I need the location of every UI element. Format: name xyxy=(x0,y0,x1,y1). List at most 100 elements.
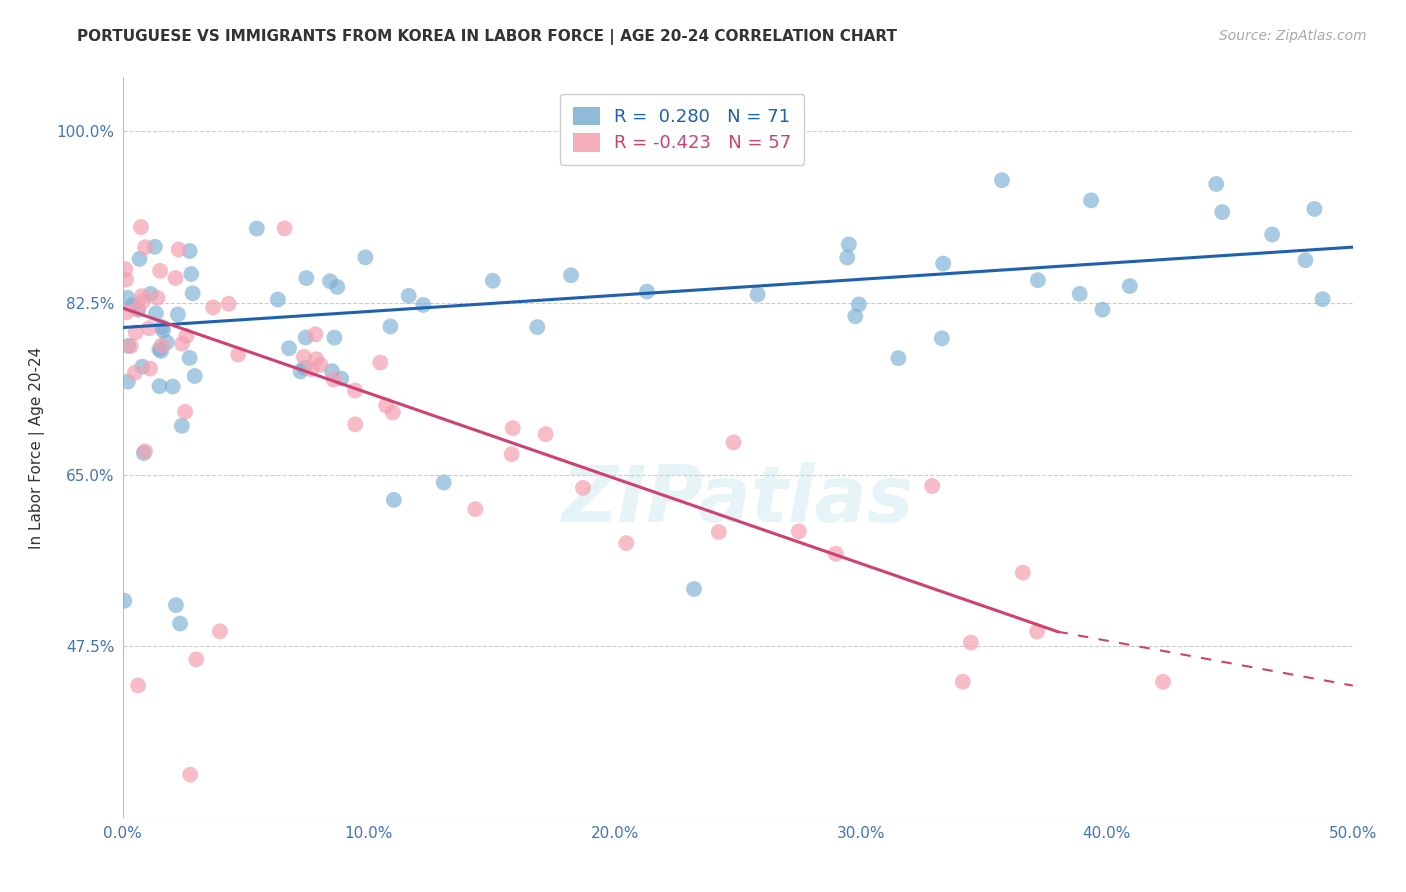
Point xyxy=(1261,227,1284,242)
Point xyxy=(169,616,191,631)
Point xyxy=(1080,194,1102,208)
Point xyxy=(572,481,595,495)
Point xyxy=(723,435,745,450)
Point xyxy=(330,371,353,385)
Point xyxy=(208,624,231,639)
Point xyxy=(186,652,208,666)
Point xyxy=(526,320,548,334)
Y-axis label: In Labor Force | Age 20-24: In Labor Force | Age 20-24 xyxy=(30,347,45,549)
Point xyxy=(149,264,172,278)
Point xyxy=(1026,273,1049,287)
Point xyxy=(117,375,139,389)
Point xyxy=(290,364,312,378)
Point xyxy=(143,240,166,254)
Point xyxy=(921,479,943,493)
Point xyxy=(131,359,153,374)
Point xyxy=(381,405,404,419)
Point xyxy=(844,310,866,324)
Point xyxy=(560,268,582,283)
Point xyxy=(323,331,346,345)
Point xyxy=(1303,202,1326,216)
Point xyxy=(614,536,637,550)
Point xyxy=(138,321,160,335)
Point xyxy=(180,267,202,281)
Point xyxy=(183,369,205,384)
Point xyxy=(1026,624,1049,639)
Point xyxy=(848,297,870,311)
Point xyxy=(319,274,342,288)
Point xyxy=(321,364,343,378)
Point xyxy=(179,767,201,781)
Point xyxy=(179,351,201,365)
Point xyxy=(931,331,953,345)
Point xyxy=(292,360,315,375)
Point xyxy=(960,635,983,649)
Point xyxy=(1091,302,1114,317)
Point xyxy=(375,399,398,413)
Point xyxy=(1011,566,1033,580)
Point xyxy=(115,272,138,286)
Point xyxy=(129,220,152,235)
Point xyxy=(167,243,190,257)
Point xyxy=(368,355,391,369)
Point xyxy=(309,358,332,372)
Point xyxy=(382,492,405,507)
Point xyxy=(148,343,170,357)
Point xyxy=(176,329,198,343)
Point xyxy=(824,547,846,561)
Text: PORTUGUESE VS IMMIGRANTS FROM KOREA IN LABOR FORCE | AGE 20-24 CORRELATION CHART: PORTUGUESE VS IMMIGRANTS FROM KOREA IN L… xyxy=(77,29,897,45)
Point xyxy=(128,252,150,266)
Point xyxy=(267,293,290,307)
Point xyxy=(837,251,859,265)
Point xyxy=(301,362,323,376)
Point xyxy=(292,350,315,364)
Point xyxy=(167,307,190,321)
Point xyxy=(294,330,316,344)
Legend: R =  0.280   N = 71, R = -0.423   N = 57: R = 0.280 N = 71, R = -0.423 N = 57 xyxy=(560,94,804,165)
Point xyxy=(344,417,367,432)
Point xyxy=(152,323,174,337)
Point xyxy=(139,286,162,301)
Point xyxy=(295,271,318,285)
Point xyxy=(305,352,328,367)
Point xyxy=(273,221,295,235)
Point xyxy=(114,262,136,277)
Point xyxy=(112,593,135,607)
Point xyxy=(1312,292,1334,306)
Point xyxy=(124,366,146,380)
Point xyxy=(683,582,706,596)
Point xyxy=(226,348,249,362)
Point xyxy=(398,289,420,303)
Point xyxy=(170,418,193,433)
Point xyxy=(127,678,149,692)
Point xyxy=(246,221,269,235)
Point xyxy=(534,427,557,442)
Point xyxy=(172,336,194,351)
Point xyxy=(747,287,769,301)
Point xyxy=(707,524,730,539)
Point xyxy=(139,361,162,376)
Point xyxy=(932,257,955,271)
Point xyxy=(1152,674,1174,689)
Point xyxy=(952,674,974,689)
Point xyxy=(148,379,170,393)
Point xyxy=(636,285,658,299)
Point xyxy=(165,598,187,612)
Point xyxy=(134,444,156,458)
Point xyxy=(502,421,524,435)
Point xyxy=(1069,286,1091,301)
Text: Source: ZipAtlas.com: Source: ZipAtlas.com xyxy=(1219,29,1367,43)
Point xyxy=(991,173,1014,187)
Point xyxy=(117,291,139,305)
Point xyxy=(127,302,149,317)
Point xyxy=(202,301,225,315)
Point xyxy=(174,405,197,419)
Point xyxy=(181,286,204,301)
Point xyxy=(131,289,153,303)
Point xyxy=(115,305,138,319)
Point xyxy=(278,341,301,355)
Point xyxy=(838,237,860,252)
Point xyxy=(146,291,169,305)
Point xyxy=(145,306,167,320)
Point xyxy=(162,379,184,393)
